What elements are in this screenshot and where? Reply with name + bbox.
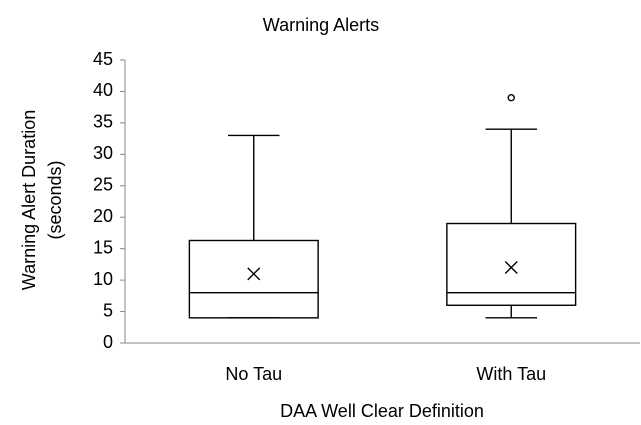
mean-marker (247, 267, 261, 281)
x-axis-label: DAA Well Clear Definition (280, 401, 484, 421)
x-tick-label: With Tau (476, 364, 546, 384)
y-tick-label: 20 (93, 206, 113, 226)
mean-marker (504, 261, 518, 275)
y-axis-label: Warning Alert Duration (19, 110, 39, 290)
y-tick-label: 40 (93, 80, 113, 100)
y-tick-label: 25 (93, 175, 113, 195)
x-tick-label: No Tau (225, 364, 282, 384)
y-tick-label: 10 (93, 269, 113, 289)
chart-title: Warning Alerts (263, 15, 379, 35)
outlier (507, 94, 515, 102)
y-axis-label: (seconds) (45, 160, 65, 239)
box (446, 222, 577, 306)
y-tick-label: 15 (93, 237, 113, 257)
y-tick-label: 30 (93, 143, 113, 163)
box (188, 239, 319, 319)
y-tick-label: 5 (103, 300, 113, 320)
y-tick-label: 0 (103, 332, 113, 352)
y-tick-label: 45 (93, 49, 113, 69)
y-tick-label: 35 (93, 112, 113, 132)
